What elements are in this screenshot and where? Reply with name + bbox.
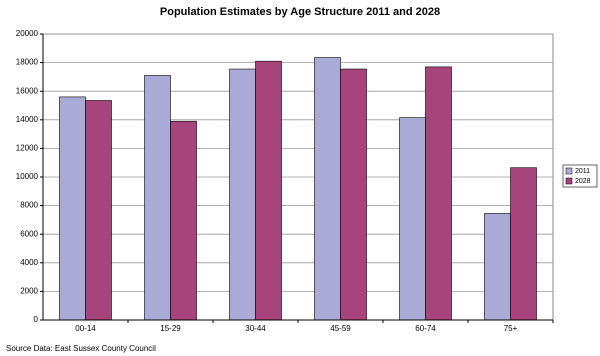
- legend-label: 2028: [575, 178, 591, 185]
- y-tick-label: 12000: [16, 144, 39, 153]
- bar: [144, 75, 171, 321]
- bar: [170, 120, 197, 321]
- bar: [255, 60, 282, 321]
- x-tick-label: 30-44: [245, 324, 266, 333]
- bar: [85, 100, 112, 321]
- bar: [425, 66, 452, 321]
- x-tick-label: 00-14: [75, 324, 96, 333]
- y-tick-label: 18000: [16, 58, 39, 67]
- source-note: Source Data: East Sussex County Council: [6, 344, 156, 353]
- x-tick-label: 15-29: [160, 324, 181, 333]
- legend-swatch: [565, 167, 573, 175]
- legend-swatch: [565, 177, 573, 185]
- x-tick-label: 75+: [504, 324, 518, 333]
- y-tick-label: 0: [34, 315, 39, 324]
- chart-title: Population Estimates by Age Structure 20…: [160, 6, 440, 18]
- y-tick-label: 14000: [16, 115, 39, 124]
- bar: [314, 57, 341, 321]
- x-tick-label: 60-74: [415, 324, 436, 333]
- y-tick-label: 6000: [20, 229, 38, 238]
- y-tick-label: 2000: [20, 287, 38, 296]
- legend-label: 2011: [575, 168, 590, 175]
- y-tick-label: 16000: [16, 86, 39, 95]
- y-tick-label: 8000: [20, 201, 38, 210]
- bar: [59, 96, 86, 321]
- bar: [340, 68, 367, 321]
- y-tick-label: 10000: [16, 172, 39, 181]
- bar: [229, 68, 256, 321]
- x-tick-label: 45-59: [330, 324, 351, 333]
- y-tick-label: 4000: [20, 258, 38, 267]
- bar: [484, 213, 511, 321]
- bar: [399, 117, 426, 321]
- y-tick-label: 20000: [16, 29, 39, 38]
- bar: [510, 167, 537, 321]
